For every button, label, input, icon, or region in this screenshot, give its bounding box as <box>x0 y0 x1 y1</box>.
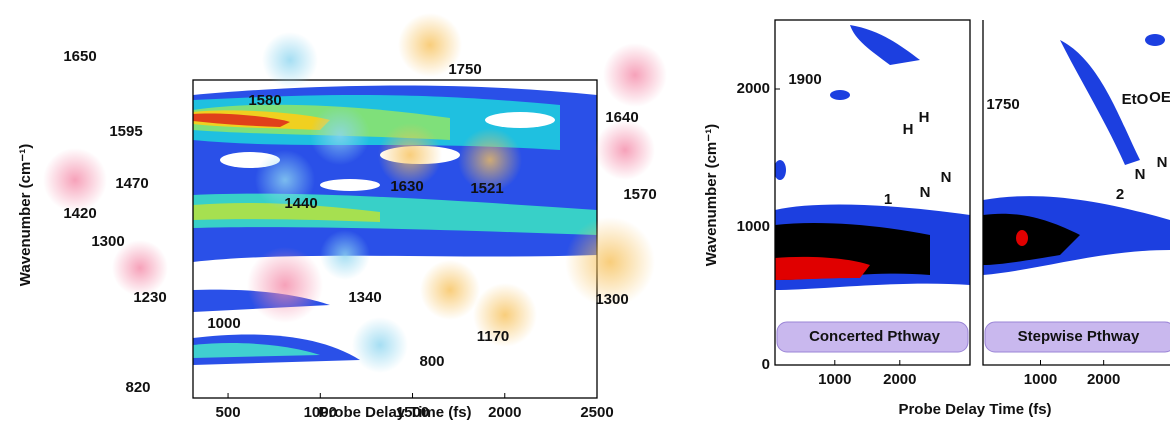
structure-label: N <box>920 184 931 201</box>
mode-label: 1300 <box>91 233 124 250</box>
mode-label: 1340 <box>348 289 381 306</box>
y-tick-label: 0 <box>762 356 770 373</box>
mode-label: 1470 <box>115 175 148 192</box>
mode-label: 1521 <box>470 180 503 197</box>
mode-label: 1650 <box>63 48 96 65</box>
y-tick-label: 1000 <box>737 218 770 235</box>
x-tick-label: 1000 <box>818 371 851 388</box>
x-axis-title: Probe Delay Time (fs) <box>898 401 1051 418</box>
plot-frame <box>982 20 1170 366</box>
mode-label: 1420 <box>63 205 96 222</box>
mode-label: 1440 <box>284 195 317 212</box>
structure-label: 1 <box>884 191 892 208</box>
structure-label: 2 <box>1116 186 1124 203</box>
plot-frame <box>774 19 971 366</box>
structure-label: H <box>919 109 930 126</box>
mode-label: 1900 <box>788 71 821 88</box>
y-tick-label: 2000 <box>737 80 770 97</box>
x-tick-label: 2500 <box>580 404 613 421</box>
structure-label: N <box>941 169 952 186</box>
pathway-caption: Stepwise Pthway <box>1018 328 1140 345</box>
mode-label: 1640 <box>605 109 638 126</box>
structure-label: N <box>1157 154 1168 171</box>
pathway-caption: Concerted Pthway <box>809 328 941 345</box>
mode-label: 1750 <box>448 61 481 78</box>
x-tick-label: 2000 <box>488 404 521 421</box>
contour-concerted <box>775 25 970 290</box>
x-tick-label: 2000 <box>883 371 916 388</box>
caption-box <box>776 321 969 353</box>
mode-label: 1630 <box>390 178 423 195</box>
mode-label: 1000 <box>207 315 240 332</box>
mode-label: 1595 <box>109 123 142 140</box>
structure-label: H <box>903 121 914 138</box>
mode-label: 1170 <box>477 328 510 345</box>
x-tick-label: 1500 <box>396 404 429 421</box>
x-tick-label: 1000 <box>1024 371 1057 388</box>
contour-stepwise <box>983 34 1170 275</box>
mode-label: 1570 <box>623 186 656 203</box>
mode-label: 1300 <box>595 291 628 308</box>
mode-label: 820 <box>125 379 150 396</box>
mode-halos <box>43 13 667 373</box>
structure-label: EtO <box>1122 91 1149 108</box>
caption-box <box>984 321 1170 353</box>
structure-label: N <box>1135 166 1146 183</box>
mode-label: 1750 <box>986 96 1019 113</box>
y-axis-title: Wavenumber (cm⁻¹) <box>17 144 34 286</box>
y-axis-title: Wavenumber (cm⁻¹) <box>703 124 720 266</box>
x-axis-title: Probe Delay Time (fs) <box>318 404 471 421</box>
x-tick-label: 2000 <box>1087 371 1120 388</box>
structure-label: OE <box>1149 89 1170 106</box>
mode-label: 1580 <box>248 92 281 109</box>
mode-label: 1230 <box>133 289 166 306</box>
x-tick-label: 1000 <box>304 404 337 421</box>
mode-label: 800 <box>419 353 444 370</box>
x-tick-label: 500 <box>216 404 241 421</box>
